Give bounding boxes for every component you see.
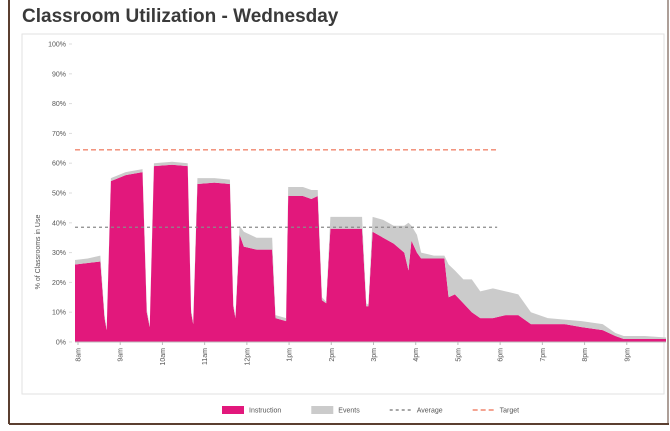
- x-tick-label: 9am: [118, 348, 125, 362]
- legend-label: Instruction: [249, 408, 281, 415]
- x-tick-label: 3pm: [371, 348, 378, 362]
- y-tick-label: 60%: [52, 161, 66, 168]
- x-tick-label: 6pm: [498, 348, 505, 362]
- x-tick-label: 12pm: [244, 348, 251, 366]
- x-tick-label: 5pm: [455, 348, 462, 362]
- y-axis-label: % of Classrooms in Use: [35, 215, 42, 290]
- y-tick-label: 80%: [52, 101, 66, 108]
- y-tick-label: 70%: [52, 131, 66, 138]
- y-tick-label: 10%: [52, 310, 66, 317]
- y-tick-label: 40%: [52, 220, 66, 227]
- x-tick-label: 9pm: [624, 348, 631, 362]
- y-tick-label: 100%: [48, 42, 66, 49]
- chart-title: Classroom Utilization - Wednesday: [22, 6, 339, 27]
- area: [75, 161, 666, 340]
- legend-label: Target: [500, 408, 520, 415]
- x-tick-label: 2pm: [329, 348, 336, 362]
- y-tick-label: 0%: [56, 340, 66, 347]
- x-tick-label: 4pm: [413, 348, 420, 362]
- x-tick-label: 1pm: [287, 348, 294, 362]
- plot-frame: [21, 33, 665, 395]
- y-tick-label: 90%: [52, 71, 66, 78]
- y-tick-label: 20%: [52, 280, 66, 287]
- area: [75, 164, 666, 342]
- legend-swatch: [311, 406, 334, 414]
- x-tick-label: 7pm: [540, 348, 547, 362]
- legend-label: Average: [417, 408, 443, 415]
- x-tick-label: 10am: [160, 348, 167, 366]
- y-tick-label: 50%: [52, 191, 66, 198]
- y-tick-label: 30%: [52, 250, 66, 257]
- x-tick-label: 8am: [76, 348, 83, 362]
- legend-label: Events: [338, 408, 360, 415]
- legend-swatch: [222, 406, 244, 414]
- x-tick-label: 11am: [202, 348, 209, 365]
- x-tick-label: 8pm: [582, 348, 589, 362]
